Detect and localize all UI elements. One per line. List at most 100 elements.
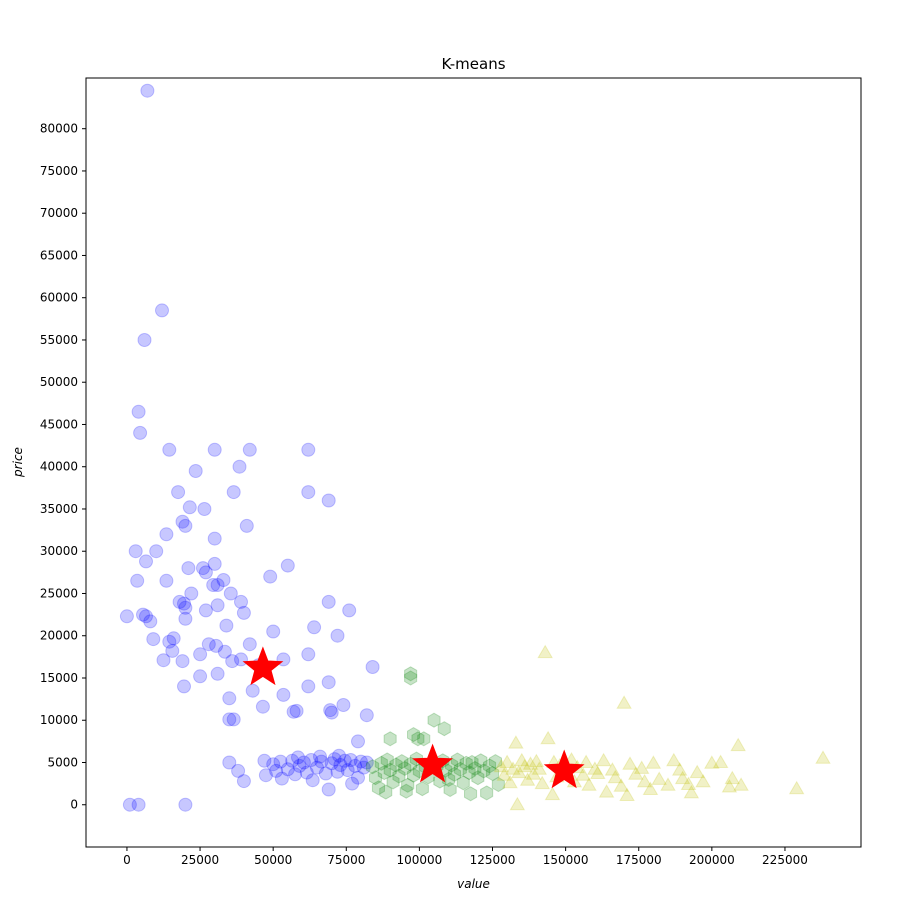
data-point-cluster-1 [139, 609, 153, 624]
data-point-cluster-2 [392, 768, 406, 784]
x-axis-ticks: 0 25000 50000 75000 100000 125000 150000 175000… [123, 847, 808, 867]
data-point-cluster-2 [374, 755, 388, 771]
data-point-cluster-2 [471, 770, 485, 786]
plot-frame [85, 77, 862, 848]
data-point-cluster-1 [245, 683, 260, 698]
x-tick-label: 100000 [396, 853, 442, 867]
y-axis-ticks: 0 5000 10000 15000 20000 25000 30000 35000 40000… [40, 122, 86, 812]
data-point-cluster-1 [314, 754, 329, 769]
data-point-cluster-1 [307, 620, 322, 635]
data-point-cluster-1 [332, 748, 346, 763]
data-point-cluster-1 [266, 624, 281, 639]
data-point-cluster-3 [581, 777, 597, 791]
x-tick-label: 75000 [327, 853, 365, 867]
data-point-cluster-1 [184, 586, 199, 601]
x-tick-label: 25000 [181, 853, 219, 867]
data-point-cluster-2 [462, 765, 476, 781]
data-point-cluster-1 [343, 753, 358, 767]
data-point-cluster-1 [231, 763, 246, 778]
data-point-cluster-3 [712, 754, 729, 768]
points-layer [119, 83, 831, 812]
data-point-cluster-1 [351, 770, 365, 785]
y-tick-label: 20000 [40, 629, 78, 643]
data-point-cluster-1 [356, 760, 371, 775]
data-point-cluster-1 [159, 573, 174, 588]
y-tick-label: 30000 [40, 544, 78, 558]
x-tick-label: 175000 [616, 853, 662, 867]
centroid-star [543, 749, 585, 789]
data-point-cluster-1 [330, 764, 345, 779]
data-point-cluster-1 [222, 712, 237, 727]
data-point-cluster-2 [386, 774, 400, 790]
data-point-cluster-1 [257, 753, 272, 768]
data-point-cluster-1 [206, 578, 221, 592]
y-tick-label: 70000 [40, 206, 78, 220]
data-point-cluster-3 [666, 752, 682, 767]
data-point-cluster-3 [613, 778, 629, 792]
data-point-cluster-1 [292, 758, 307, 773]
centroid-layer [242, 646, 585, 789]
data-point-cluster-3 [540, 730, 556, 745]
data-point-cluster-1 [197, 502, 212, 516]
data-point-cluster-2 [389, 757, 403, 773]
x-tick-label: 200000 [689, 853, 735, 867]
data-point-cluster-2 [427, 712, 441, 728]
y-tick-label: 5000 [47, 755, 78, 769]
data-point-cluster-1 [304, 753, 319, 767]
y-tick-label: 45000 [40, 417, 78, 431]
data-point-cluster-2 [404, 670, 418, 686]
data-point-cluster-1 [216, 573, 231, 587]
data-point-cluster-2 [395, 754, 409, 770]
data-point-cluster-1 [323, 703, 338, 718]
data-point-cluster-1 [313, 749, 327, 764]
data-point-cluster-1 [359, 755, 374, 770]
data-point-cluster-1 [210, 578, 225, 592]
data-point-cluster-3 [604, 762, 621, 776]
data-point-cluster-3 [633, 760, 650, 774]
data-point-cluster-1 [178, 797, 193, 812]
data-point-cluster-1 [280, 762, 295, 777]
centroid-star [242, 646, 284, 686]
data-point-cluster-1 [201, 637, 216, 652]
x-tick-label: 0 [123, 853, 131, 867]
data-point-cluster-1 [288, 767, 303, 782]
data-point-cluster-2 [371, 780, 385, 796]
data-point-cluster-1 [181, 561, 196, 576]
data-point-cluster-3 [493, 758, 510, 773]
data-point-cluster-1 [236, 605, 251, 620]
y-tick-label: 50000 [40, 375, 78, 389]
data-point-cluster-2 [379, 784, 393, 800]
data-point-cluster-1 [178, 600, 193, 615]
data-point-cluster-1 [333, 758, 348, 772]
data-point-cluster-1 [219, 618, 234, 633]
data-point-cluster-1 [266, 757, 281, 772]
data-point-cluster-1 [222, 755, 237, 770]
data-point-cluster-1 [136, 607, 150, 622]
data-point-cluster-2 [404, 666, 418, 682]
data-point-cluster-1 [318, 766, 333, 781]
data-point-cluster-2 [488, 754, 502, 770]
data-point-cluster-1 [165, 643, 180, 658]
data-point-cluster-3 [575, 767, 591, 781]
data-point-cluster-3 [587, 761, 603, 775]
data-point-cluster-1 [269, 763, 284, 778]
data-point-cluster-1 [193, 647, 208, 662]
data-point-cluster-1 [274, 771, 289, 786]
data-point-cluster-1 [336, 698, 351, 712]
data-point-cluster-1 [359, 708, 374, 723]
data-point-cluster-1 [242, 637, 257, 652]
data-point-cluster-1 [178, 518, 193, 533]
data-point-cluster-3 [537, 644, 553, 659]
data-point-cluster-3 [496, 767, 512, 781]
data-point-cluster-1 [239, 518, 254, 533]
y-tick-label: 0 [70, 798, 78, 812]
data-point-cluster-3 [499, 754, 515, 768]
data-point-cluster-1 [210, 598, 225, 613]
data-point-cluster-1 [217, 644, 232, 659]
data-point-cluster-3 [642, 781, 659, 795]
chart-title: K-means [441, 55, 505, 73]
data-point-cluster-3 [704, 755, 720, 769]
data-point-cluster-1 [305, 773, 320, 788]
data-point-cluster-2 [399, 783, 413, 799]
data-point-cluster-3 [502, 774, 518, 789]
